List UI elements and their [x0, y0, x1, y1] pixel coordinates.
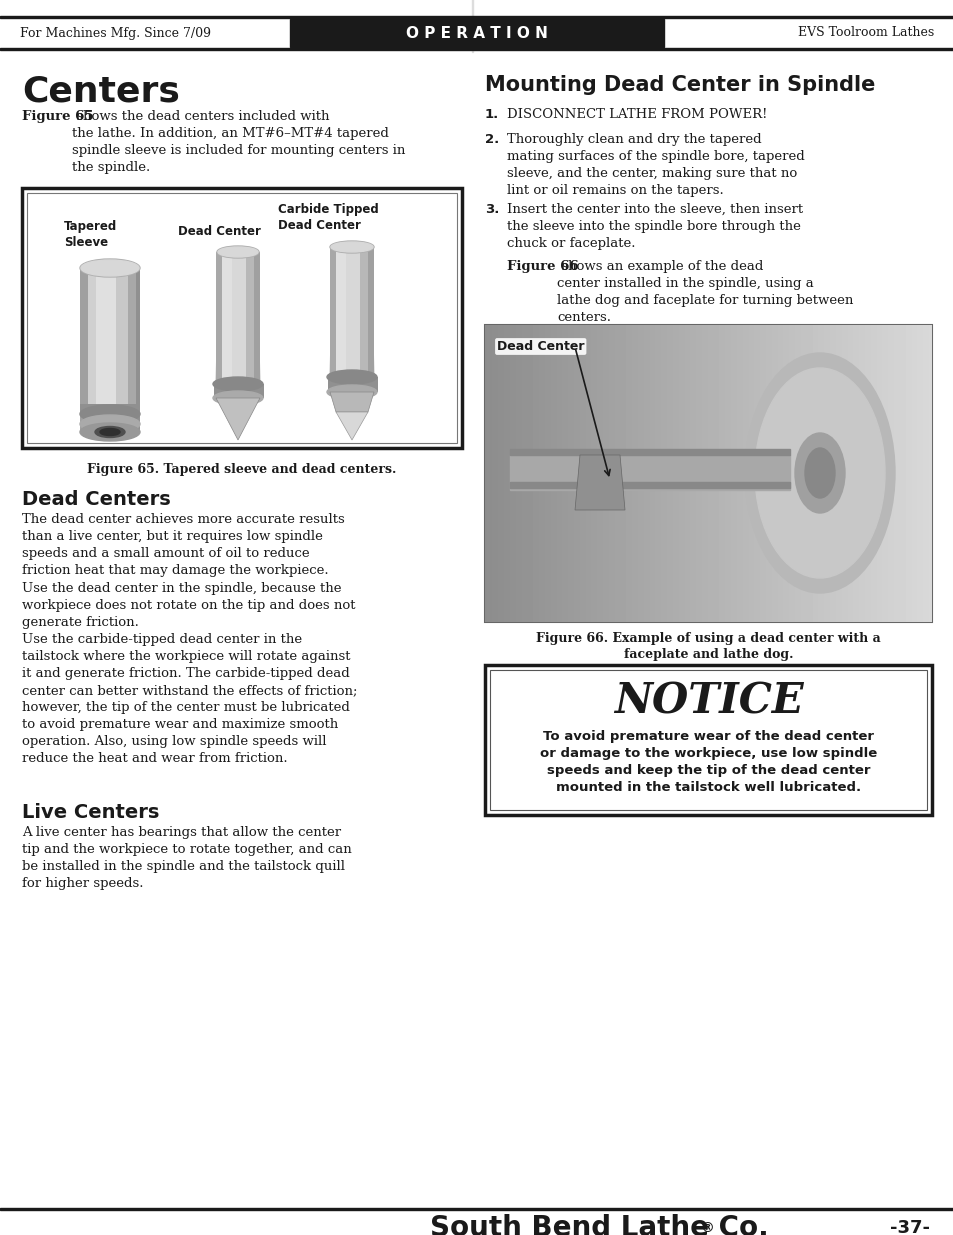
- Text: Dead Center: Dead Center: [178, 225, 260, 238]
- Polygon shape: [575, 454, 624, 510]
- Text: shows an example of the dead
center installed in the spindle, using a
lathe dog : shows an example of the dead center inst…: [557, 261, 853, 324]
- Text: Dead Center: Dead Center: [497, 340, 584, 353]
- Bar: [80, 268, 88, 432]
- Bar: [490, 671, 926, 810]
- Text: shows the dead centers included with
the lathe. In addition, an MT#6–MT#4 tapere: shows the dead centers included with the…: [71, 110, 405, 174]
- Ellipse shape: [80, 424, 140, 441]
- Bar: [27, 193, 456, 443]
- Bar: [328, 377, 377, 391]
- Bar: [116, 268, 128, 432]
- Ellipse shape: [744, 353, 894, 593]
- Bar: [0, 1208, 953, 1210]
- Polygon shape: [215, 252, 260, 385]
- Bar: [80, 268, 140, 432]
- Text: A live center has bearings that allow the center
tip and the workpiece to rotate: A live center has bearings that allow th…: [22, 826, 352, 890]
- Text: Thoroughly clean and dry the tapered
mating surfaces of the spindle bore, tapere: Thoroughly clean and dry the tapered mat…: [506, 133, 804, 198]
- Ellipse shape: [794, 433, 844, 513]
- Text: Use the carbide-tipped dead center in the
tailstock where the workpiece will rot: Use the carbide-tipped dead center in th…: [22, 634, 357, 764]
- Text: Dead Centers: Dead Centers: [22, 490, 171, 509]
- Bar: [368, 247, 374, 378]
- Bar: [0, 16, 953, 19]
- Polygon shape: [330, 247, 374, 378]
- Bar: [222, 252, 232, 385]
- Ellipse shape: [80, 405, 140, 424]
- Ellipse shape: [100, 429, 120, 436]
- Text: The dead center achieves more accurate results
than a live center, but it requir: The dead center achieves more accurate r…: [22, 513, 344, 577]
- Text: Figure 66. Example of using a dead center with a
faceplate and lathe dog.: Figure 66. Example of using a dead cente…: [536, 632, 880, 661]
- Bar: [96, 268, 116, 432]
- Text: 2.: 2.: [484, 133, 498, 146]
- Bar: [510, 454, 789, 490]
- Bar: [484, 664, 931, 815]
- Text: Figure 66: Figure 66: [506, 261, 578, 273]
- Text: Tapered
Sleeve: Tapered Sleeve: [64, 220, 117, 249]
- Text: Live Centers: Live Centers: [22, 803, 159, 823]
- Bar: [232, 252, 246, 385]
- Text: -37-: -37-: [889, 1219, 929, 1235]
- Text: 3.: 3.: [484, 203, 498, 216]
- Bar: [253, 252, 260, 385]
- Bar: [22, 188, 461, 448]
- Bar: [128, 268, 136, 432]
- Ellipse shape: [213, 377, 263, 391]
- Text: Figure 65: Figure 65: [22, 110, 93, 124]
- Ellipse shape: [754, 368, 884, 578]
- Bar: [0, 48, 953, 49]
- Polygon shape: [215, 398, 260, 440]
- Text: ®: ®: [700, 1221, 713, 1235]
- Text: South Bend Lathe Co.: South Bend Lathe Co.: [430, 1214, 768, 1235]
- Text: Figure 65. Tapered sleeve and dead centers.: Figure 65. Tapered sleeve and dead cente…: [88, 463, 396, 475]
- Text: Carbide Tipped
Dead Center: Carbide Tipped Dead Center: [277, 203, 378, 232]
- Bar: [246, 252, 253, 385]
- Ellipse shape: [218, 247, 257, 257]
- Ellipse shape: [80, 415, 140, 433]
- Text: To avoid premature wear of the dead center
or damage to the workpiece, use low s: To avoid premature wear of the dead cent…: [539, 730, 876, 794]
- Text: Use the dead center in the spindle, because the
workpiece does not rotate on the: Use the dead center in the spindle, beca…: [22, 582, 355, 629]
- Ellipse shape: [80, 259, 140, 277]
- Text: Centers: Centers: [22, 75, 180, 109]
- Polygon shape: [330, 391, 374, 412]
- Bar: [215, 252, 222, 385]
- Bar: [290, 19, 663, 47]
- Ellipse shape: [95, 426, 125, 437]
- Ellipse shape: [330, 241, 374, 253]
- Text: Insert the center into the sleeve, then insert
the sleeve into the spindle bore : Insert the center into the sleeve, then …: [506, 203, 802, 249]
- Ellipse shape: [81, 261, 139, 275]
- Bar: [359, 247, 368, 378]
- Text: For Machines Mfg. Since 7/09: For Machines Mfg. Since 7/09: [20, 26, 211, 40]
- Text: O P E R A T I O N: O P E R A T I O N: [406, 26, 547, 41]
- Ellipse shape: [327, 370, 376, 384]
- Bar: [510, 450, 789, 454]
- Text: DISCONNECT LATHE FROM POWER!: DISCONNECT LATHE FROM POWER!: [506, 107, 766, 121]
- Bar: [213, 384, 264, 398]
- Text: 1.: 1.: [484, 107, 498, 121]
- Bar: [80, 404, 140, 414]
- Bar: [335, 247, 346, 378]
- Bar: [88, 268, 96, 432]
- Bar: [510, 482, 789, 488]
- Bar: [330, 247, 335, 378]
- Ellipse shape: [213, 391, 263, 405]
- Polygon shape: [335, 412, 368, 440]
- Bar: [346, 247, 359, 378]
- Ellipse shape: [331, 242, 373, 252]
- Text: EVS Toolroom Lathes: EVS Toolroom Lathes: [797, 26, 933, 40]
- Bar: [472, 0, 473, 52]
- Text: Mounting Dead Center in Spindle: Mounting Dead Center in Spindle: [484, 75, 875, 95]
- Ellipse shape: [804, 448, 834, 498]
- Ellipse shape: [216, 246, 258, 258]
- Text: NOTICE: NOTICE: [613, 680, 802, 722]
- Bar: [484, 325, 931, 622]
- Bar: [136, 268, 140, 432]
- Ellipse shape: [327, 385, 376, 399]
